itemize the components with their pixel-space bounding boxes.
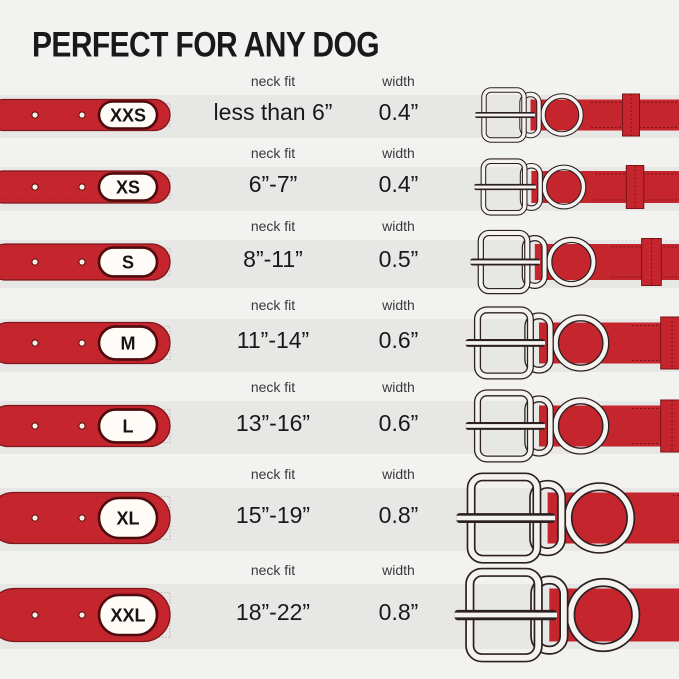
svg-text:XL: XL bbox=[116, 508, 139, 528]
svg-text:M: M bbox=[121, 334, 136, 354]
svg-text:S: S bbox=[122, 253, 134, 273]
svg-text:XXL: XXL bbox=[110, 605, 145, 625]
svg-text:L: L bbox=[123, 416, 134, 436]
svg-text:XXS: XXS bbox=[110, 105, 146, 125]
svg-text:XS: XS bbox=[116, 178, 140, 198]
